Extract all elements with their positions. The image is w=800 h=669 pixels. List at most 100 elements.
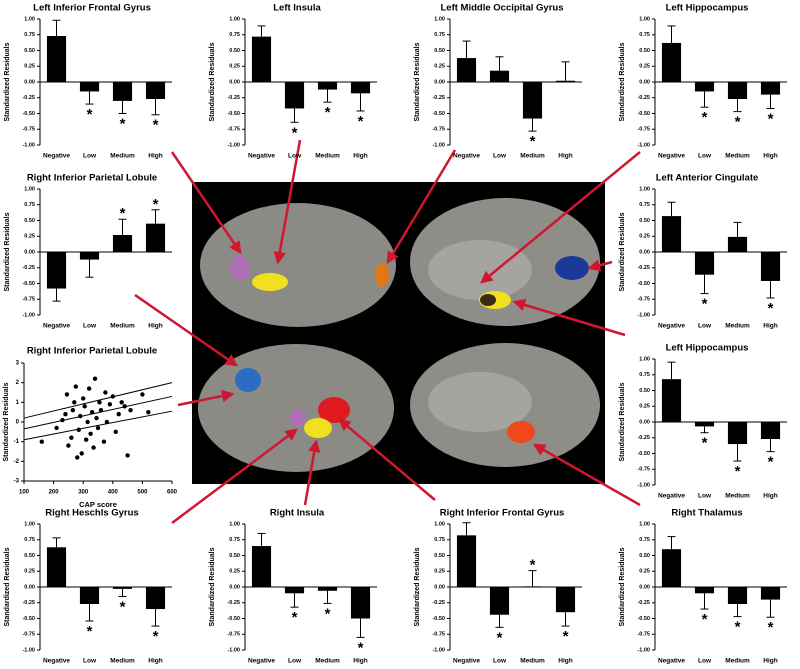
chart-title: Left Insula <box>273 3 321 14</box>
y-tick-label: -0.75 <box>637 467 650 473</box>
x-tick-label: 600 <box>167 490 178 496</box>
chart-title: Left Inferior Frontal Gyrus <box>33 3 151 14</box>
point <box>146 409 151 415</box>
y-tick-label: -0.25 <box>22 265 35 271</box>
y-tick-label: 1 <box>16 400 20 406</box>
y-tick-label: 0.00 <box>639 79 650 85</box>
x-tick-label: High <box>763 658 777 665</box>
y-axis-label: Standardized Residuals <box>619 547 626 626</box>
arrow <box>532 443 641 507</box>
arrow <box>177 389 235 407</box>
x-tick-label: High <box>558 153 572 160</box>
y-tick-label: -0.25 <box>22 600 35 606</box>
arrow <box>303 439 321 506</box>
significance-label: * <box>325 104 331 121</box>
significance-label: * <box>120 205 126 222</box>
x-tick-label: High <box>558 658 572 665</box>
y-axis-label: Standardized Residuals <box>4 547 11 626</box>
arrows <box>134 139 641 524</box>
bar <box>251 546 272 587</box>
bar <box>112 234 133 252</box>
bar <box>661 42 682 82</box>
chart-title: Left Hippocampus <box>666 343 749 354</box>
y-tick-label: 0.75 <box>24 32 35 38</box>
y-tick-label: 1.00 <box>24 521 35 527</box>
y-tick-label: 0.00 <box>229 584 240 590</box>
significance-label: * <box>702 435 708 452</box>
y-tick-label: -1.00 <box>637 142 650 148</box>
point <box>75 455 80 460</box>
x-tick-label: Medium <box>725 493 750 500</box>
point <box>76 427 81 433</box>
bar <box>112 82 133 101</box>
bar <box>317 82 338 90</box>
significance-label: * <box>120 598 126 615</box>
x-tick-label: High <box>763 323 777 330</box>
x-tick-label: Low <box>493 153 507 160</box>
chart-title: Right Inferior Parietal Lobule <box>27 346 157 357</box>
x-tick-label: Negative <box>43 323 70 330</box>
significance-label: * <box>325 605 331 622</box>
x-tick-label: Medium <box>315 153 340 160</box>
y-tick-label: 0.00 <box>24 249 35 255</box>
y-tick-label: -0.25 <box>432 95 445 101</box>
y-tick-label: -1.00 <box>637 647 650 653</box>
bar <box>456 58 477 82</box>
y-tick-label: 0.50 <box>639 218 650 224</box>
x-tick-label: Low <box>288 658 302 665</box>
arrow <box>386 149 457 265</box>
significance-label: * <box>735 619 741 636</box>
y-tick-label: -1 <box>14 439 20 445</box>
significance-label: * <box>358 113 364 130</box>
bar <box>727 82 748 100</box>
y-tick-label: -0.50 <box>22 616 35 622</box>
y-tick-label: 0.75 <box>639 32 650 38</box>
arrow <box>170 151 242 255</box>
y-tick-label: -0.50 <box>637 451 650 457</box>
y-tick-label: 0.75 <box>229 537 240 543</box>
y-tick-label: 0.50 <box>229 48 240 54</box>
bar <box>79 252 100 260</box>
y-tick-label: 0.00 <box>434 584 445 590</box>
y-tick-label: -0.50 <box>227 111 240 117</box>
x-tick-label: Medium <box>110 323 135 330</box>
bar <box>661 379 682 422</box>
y-tick-label: -1.00 <box>637 312 650 318</box>
y-tick-label: -1.00 <box>637 482 650 488</box>
y-tick-label: 0.50 <box>24 48 35 54</box>
point <box>98 408 104 413</box>
significance-label: * <box>120 115 126 132</box>
y-tick-label: -1.00 <box>432 647 445 653</box>
y-tick-label: 0.50 <box>229 553 240 559</box>
arrow <box>480 151 641 284</box>
x-tick-label: 400 <box>108 490 119 496</box>
point <box>116 411 121 417</box>
y-axis-label: Standardized Residuals <box>209 42 216 121</box>
x-tick-label: Medium <box>110 153 135 160</box>
x-tick-label: High <box>353 153 367 160</box>
chart-title: Left Hippocampus <box>666 3 749 14</box>
x-tick-label: High <box>763 493 777 500</box>
y-tick-label: -0.50 <box>22 281 35 287</box>
significance-label: * <box>530 133 536 150</box>
y-tick-label: 0.25 <box>229 64 240 70</box>
bar <box>456 535 477 587</box>
y-tick-label: -1.00 <box>432 142 445 148</box>
y-tick-label: 1.00 <box>24 16 35 22</box>
significance-label: * <box>153 628 159 645</box>
point <box>91 445 96 450</box>
bar <box>145 587 166 610</box>
y-axis-label: Standardized Residuals <box>4 42 11 121</box>
point <box>79 451 84 456</box>
y-tick-label: 0.25 <box>24 234 35 240</box>
point <box>81 396 86 401</box>
y-tick-label: 0.00 <box>639 249 650 255</box>
y-tick-label: 0.50 <box>24 553 35 559</box>
x-axis-label: CAP score <box>79 500 117 509</box>
arrow <box>587 259 613 272</box>
bar <box>284 82 305 109</box>
y-axis-label: Standardized Residuals <box>3 382 10 461</box>
significance-label: * <box>702 296 708 313</box>
bar <box>694 422 715 427</box>
arrow <box>273 139 302 265</box>
